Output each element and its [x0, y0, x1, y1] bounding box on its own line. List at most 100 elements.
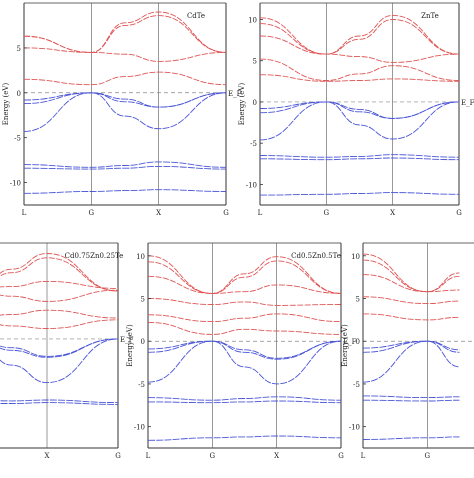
conduction-band-3 — [363, 274, 460, 293]
y-tick-label: 0 — [141, 338, 145, 346]
conduction-band-6 — [0, 319, 118, 329]
valence-band-8 — [260, 101, 459, 141]
valence-band-10 — [260, 157, 459, 161]
fermi-label: E_F — [461, 99, 474, 107]
conduction-band-4 — [363, 296, 460, 305]
x-tick-label-G: G — [338, 452, 344, 460]
valence-band-11 — [0, 402, 118, 405]
x-tick-label-L: L — [146, 452, 151, 460]
conduction-band-2 — [260, 19, 459, 55]
valence-band-8 — [24, 161, 226, 168]
x-tick-label-L: L — [22, 209, 27, 217]
valence-band-8 — [148, 340, 341, 360]
y-axis-label: Energy (eV) — [2, 83, 10, 126]
valence-band-9 — [148, 340, 341, 385]
y-tick-label: 5 — [141, 296, 145, 304]
valence-band-6 — [363, 340, 460, 351]
y-tick-label: -10 — [246, 181, 257, 189]
fermi-label: E_F — [120, 336, 134, 344]
conduction-band-1 — [363, 253, 460, 293]
y-tick-label: 0 — [356, 338, 360, 346]
conduction-band-5 — [0, 309, 118, 319]
x-tick-label-X: X — [156, 209, 161, 217]
valence-band-10 — [0, 399, 118, 404]
panel-1: E_F 5 0 -5 -10 L G X G Energy (eV) CdTe — [2, 2, 242, 217]
valence-band-11 — [363, 436, 460, 440]
conduction-band-4 — [148, 298, 341, 306]
conduction-band-5 — [260, 74, 459, 82]
y-tick-label: 10 — [248, 16, 257, 24]
fermi-label: E_F — [343, 338, 357, 346]
valence-band-10 — [363, 399, 460, 402]
y-tick-label: 10 — [351, 253, 360, 261]
valence-band-10 — [24, 189, 226, 194]
x-tick-label-X: X — [390, 209, 395, 217]
valence-band-7 — [363, 340, 460, 353]
conduction-band-2 — [363, 259, 460, 293]
conduction-band-3 — [260, 35, 459, 63]
conduction-band-4 — [24, 71, 226, 86]
y-axis-label: Energy (eV) — [341, 324, 349, 367]
fermi-label: E_F — [228, 90, 242, 98]
conduction-band-1 — [148, 255, 341, 294]
y-tick-label: -10 — [134, 424, 145, 432]
y-tick-label: -5 — [138, 381, 145, 389]
valence-band-5 — [24, 92, 226, 108]
y-axis-label: Energy (eV) — [238, 83, 246, 126]
y-tick-label: -5 — [14, 135, 21, 143]
valence-band-7 — [24, 92, 226, 132]
panel-5: 10 5 0 -5 -10 L G Energy (eV) — [341, 242, 474, 460]
x-tick-label-G: G — [223, 209, 229, 217]
conduction-band-3 — [148, 275, 341, 294]
valence-band-7 — [148, 340, 341, 359]
y-tick-label: -5 — [250, 140, 257, 148]
valence-band-7 — [260, 101, 459, 119]
x-tick-label-L: L — [258, 209, 263, 217]
x-tick-label-G: G — [425, 452, 431, 460]
valence-band-8 — [0, 338, 118, 358]
valence-band-7 — [0, 338, 118, 357]
panel-2: E_F 10 5 0 -5 -10 L G X G Energy (eV) ZnTe — [238, 2, 474, 217]
y-tick-label: 5 — [356, 296, 360, 304]
conduction-band-4 — [260, 58, 459, 81]
conduction-band-1 — [260, 14, 459, 55]
y-tick-label: -10 — [10, 180, 21, 188]
x-tick-label-G: G — [456, 209, 462, 217]
conduction-band-1 — [0, 253, 118, 292]
valence-band-9 — [363, 395, 460, 399]
x-tick-label-G: G — [324, 209, 330, 217]
conduction-band-5 — [363, 313, 460, 321]
valence-band-9 — [24, 165, 226, 170]
conduction-band-2 — [24, 15, 226, 53]
valence-band-9 — [0, 338, 118, 384]
conduction-band-6 — [148, 321, 341, 335]
x-tick-label-L: L — [361, 452, 366, 460]
y-tick-label: -5 — [353, 381, 360, 389]
y-tick-label: 0 — [17, 90, 21, 98]
valence-band-11 — [260, 192, 459, 196]
panel-title: Cd0.5Zn0.5Te — [291, 252, 341, 260]
conduction-band-2 — [148, 260, 341, 294]
x-tick-label-X: X — [274, 452, 279, 460]
x-tick-label-G: G — [115, 452, 121, 460]
valence-band-8 — [363, 340, 460, 383]
valence-band-6 — [260, 101, 459, 119]
x-tick-label-X: X — [45, 452, 50, 460]
valence-band-9 — [260, 154, 459, 158]
y-tick-label: 0 — [253, 99, 257, 107]
conduction-band-1 — [24, 11, 226, 53]
y-tick-label: 5 — [17, 45, 21, 53]
conduction-band-5 — [148, 313, 341, 323]
panel-4: E_F 10 5 0 -5 -10 L G X G Energy (eV) Cd0.5Zn0.5Te — [126, 242, 357, 460]
y-tick-label: 10 — [136, 253, 145, 261]
conduction-band-3 — [0, 280, 118, 289]
conduction-band-3 — [24, 47, 226, 62]
panel-title: Cd0.75Zn0.25Te — [65, 252, 124, 260]
valence-band-10 — [148, 396, 341, 401]
panel-title: CdTe — [187, 12, 205, 20]
x-tick-label-G: G — [210, 452, 216, 460]
valence-band-12 — [148, 435, 341, 441]
y-tick-label: 5 — [253, 58, 257, 66]
panel-title: ZnTe — [421, 12, 439, 20]
